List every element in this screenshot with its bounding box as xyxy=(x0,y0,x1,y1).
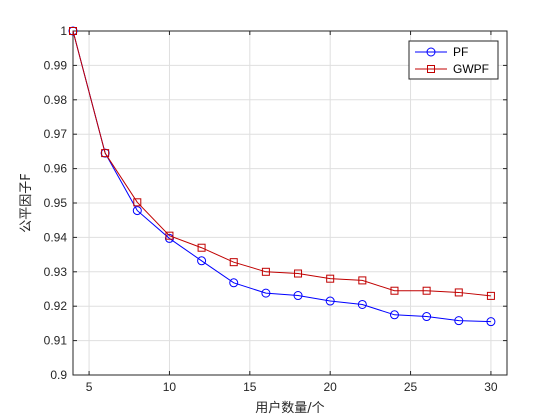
data-point-gwpf xyxy=(390,286,399,295)
x-tick-label: 30 xyxy=(484,380,498,394)
y-tick-label: 0.98 xyxy=(44,93,68,107)
data-point-gwpf xyxy=(69,27,77,35)
series-layer xyxy=(68,26,496,327)
x-tick-label: 10 xyxy=(163,380,177,394)
data-point-pf xyxy=(132,206,142,216)
x-tick-label: 20 xyxy=(324,380,338,394)
data-point-gwpf xyxy=(294,269,303,278)
x-tick-label: 15 xyxy=(243,380,257,394)
data-point-pf xyxy=(454,316,464,326)
data-point-pf xyxy=(357,299,367,309)
data-point-pf xyxy=(261,288,271,298)
data-point-pf xyxy=(422,312,432,322)
legend: PF GWPF xyxy=(408,40,499,80)
y-tick-label: 1 xyxy=(60,24,67,38)
y-tick-label: 0.94 xyxy=(44,230,68,244)
data-point-gwpf xyxy=(133,198,142,207)
y-axis-label: 公平因子F xyxy=(19,173,34,232)
series-gwpf xyxy=(69,27,495,300)
y-tick-label: 0.92 xyxy=(44,299,68,313)
data-point-gwpf xyxy=(101,149,110,158)
y-tick-label: 0.95 xyxy=(44,196,68,210)
data-point-gwpf xyxy=(486,291,495,300)
series-line-gwpf xyxy=(72,30,491,297)
data-point-pf xyxy=(325,296,335,306)
y-tick-label: 0.99 xyxy=(44,58,68,72)
x-axis-label: 用户数量/个 xyxy=(255,400,324,416)
axis-ticks: 5 10 15 20 25 30 0.9 0.91 0.92 0.93 0.94 0.95 0.96 0.… xyxy=(44,24,507,394)
data-point-gwpf xyxy=(261,267,270,276)
legend-marker-pf xyxy=(426,47,436,57)
legend-marker-gwpf xyxy=(427,65,435,73)
legend-label-gwpf: GWPF xyxy=(453,62,489,76)
series-line-pf xyxy=(72,30,491,323)
y-tick-label: 0.9 xyxy=(50,368,67,382)
x-tick-label: 25 xyxy=(404,380,418,394)
data-point-pf xyxy=(197,256,207,266)
legend-box xyxy=(408,40,499,80)
x-tick-label: 5 xyxy=(86,380,93,394)
data-point-gwpf xyxy=(165,231,174,240)
data-point-pf xyxy=(389,310,399,320)
y-tick-label: 0.97 xyxy=(44,127,68,141)
data-point-gwpf xyxy=(358,276,367,285)
data-point-gwpf xyxy=(229,258,238,267)
data-point-pf xyxy=(486,317,496,327)
y-tick-label: 0.91 xyxy=(44,334,68,348)
y-tick-label: 0.93 xyxy=(44,265,68,279)
data-point-pf xyxy=(229,278,239,288)
data-point-gwpf xyxy=(422,286,431,295)
data-point-pf xyxy=(293,291,303,301)
data-point-gwpf xyxy=(454,288,463,297)
data-point-gwpf xyxy=(197,243,206,252)
legend-label-pf: PF xyxy=(453,45,468,59)
data-point-gwpf xyxy=(326,274,335,283)
y-tick-label: 0.96 xyxy=(44,162,68,176)
